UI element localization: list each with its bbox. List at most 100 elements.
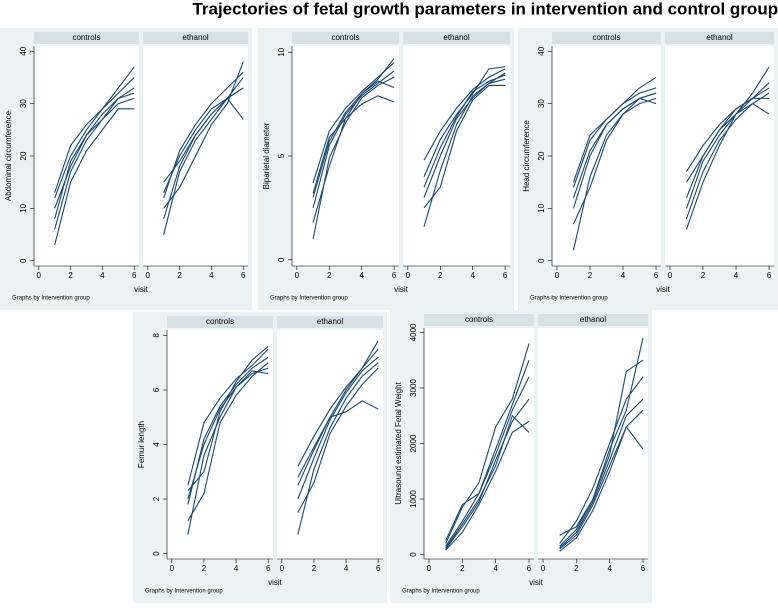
x-axis-title: visit [134,285,149,294]
y-tick-label: 0 [152,551,161,556]
trajectory-line [423,68,506,161]
trajectory-line [572,92,657,225]
trajectory-line [312,62,395,184]
x-tick-label: 2 [438,271,443,280]
y-tick-label: 10 [19,203,28,212]
trajectory-line [163,87,244,193]
panel-title: ethanol [443,33,469,42]
trajectory-line [312,95,395,194]
trajectory-line [312,70,395,209]
trajectory-line [187,356,269,505]
y-tick-label: 10 [277,47,286,56]
trajectory-line [54,92,135,220]
trajectory-line [685,97,770,209]
x-tick-label: 2 [588,271,593,280]
trajectory-line [187,345,269,492]
panel-strip [665,32,774,44]
x-tick-label: 0 [37,271,42,280]
x-tick-label: 0 [295,271,300,280]
figure-title: Trajectories of fetal growth parameters … [192,0,778,18]
trajectory-line [572,97,657,251]
x-tick-label: 0 [280,564,285,573]
y-axis-title: Biparietal diameter [262,122,271,189]
plot-area [424,328,534,559]
trajectory-line [297,362,379,535]
x-tick-label: 4 [734,271,739,280]
trajectory-line [187,348,269,486]
y-axis-title: Ultrasound estimated Fetal Weight [394,381,403,504]
x-tick-label: 0 [170,564,175,573]
trajectory-line [163,71,244,199]
x-tick-label: 0 [406,271,411,280]
trajectory-line [297,348,379,486]
trajectory-line [312,58,395,223]
trajectory-line [685,66,770,199]
note: Graphs by Intervention group [12,296,90,302]
plot-area [538,328,648,559]
x-axis-title: visit [656,285,671,294]
trajectory-line [559,398,644,549]
trajectory-line [54,87,135,209]
x-tick-label: 6 [266,564,271,573]
y-tick-label: 30 [537,99,546,108]
y-tick-label: 1000 [409,490,418,508]
trajectory-line [54,108,135,246]
panel-title: controls [206,317,234,326]
panel-title: controls [72,33,100,42]
y-axis-title: Femur length [137,421,146,468]
trajectory-line [423,78,506,227]
trajectory-line [312,76,395,240]
panel-title: ethanol [580,315,606,324]
panel-strip [167,316,273,328]
trajectory-line [163,77,244,220]
y-axis-title: Head circumference [522,120,531,192]
y-tick-label: 30 [19,99,28,108]
trajectory-line [559,376,644,544]
trajectory-line [445,414,530,549]
y-tick-label: 0 [537,258,546,263]
panel-title: ethanol [706,33,732,42]
x-tick-label: 4 [470,271,475,280]
y-tick-label: 20 [537,151,546,160]
plot-area [665,46,774,266]
y-axis-title: Abdominal circumference [4,110,13,201]
panel-strip [143,32,248,44]
note: Graphs by Intervention group [402,589,480,595]
trajectory-line [559,409,644,552]
panel-title: controls [592,33,620,42]
plot-area [552,46,661,266]
y-tick-label: 10 [537,203,546,212]
y-tick-label: 3000 [409,379,418,397]
x-tick-label: 0 [668,271,673,280]
x-tick-label: 6 [767,271,772,280]
trajectory-line [54,77,135,199]
trajectory-line [423,66,506,177]
y-tick-label: 5 [277,153,286,158]
trajectory-line [445,420,530,551]
trajectory-line [187,367,269,535]
trajectory-line [54,66,135,193]
trajectory-line [572,97,657,199]
trajectory-line [423,72,506,198]
panel-strip [424,314,534,326]
x-tick-label: 2 [460,564,465,573]
y-tick-label: 40 [537,46,546,55]
y-tick-label: 0 [19,258,28,263]
trajectory-line [297,340,379,467]
x-tick-label: 2 [177,271,182,280]
x-tick-label: 0 [541,564,546,573]
trajectory-line [187,362,269,522]
plot-area [34,46,139,266]
x-axis-title: visit [268,578,283,587]
y-tick-label: 20 [19,151,28,160]
trajectory-line [559,425,644,550]
plot-area [277,330,383,559]
x-tick-label: 6 [132,271,137,280]
trajectory-line [559,359,644,536]
x-axis-title: visit [394,285,409,294]
trajectory-line [312,80,395,198]
panel-strip [403,32,510,44]
panel-strip [277,316,383,328]
trajectory-line [54,97,135,230]
